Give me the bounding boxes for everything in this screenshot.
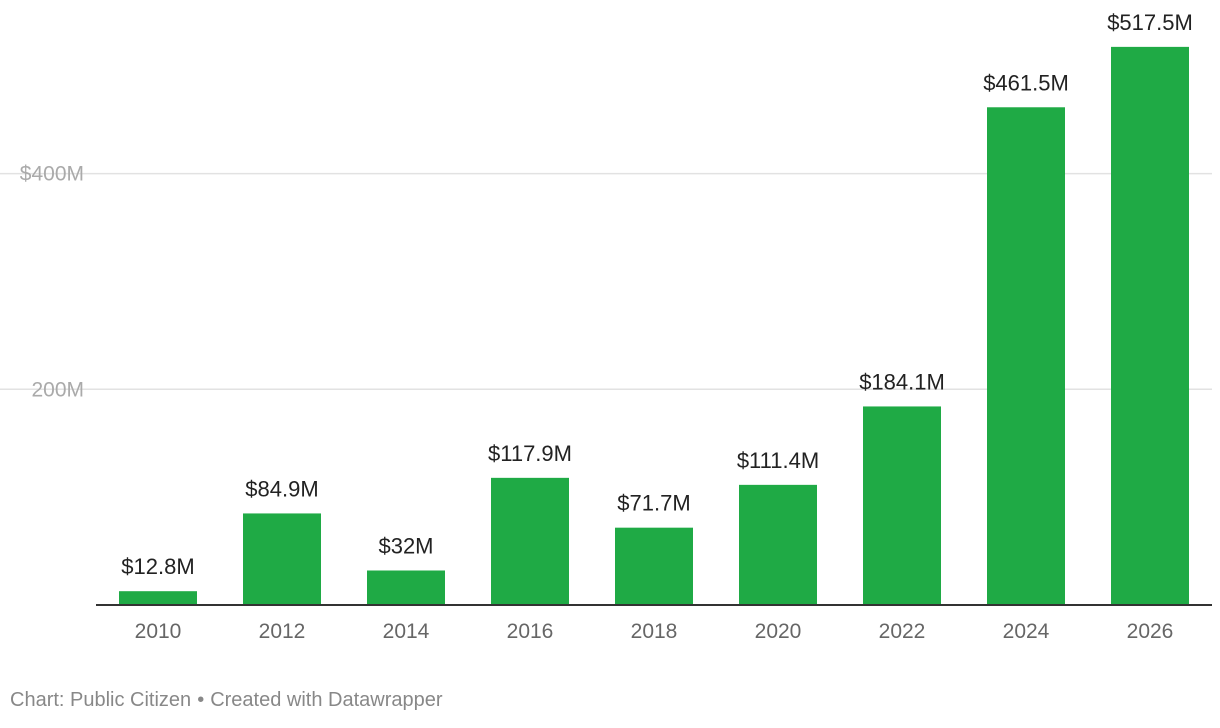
bar-value-label: $71.7M xyxy=(617,491,690,516)
bar-2018 xyxy=(615,527,693,605)
bar-2024 xyxy=(987,107,1065,605)
bar-value-label: $32M xyxy=(378,533,433,558)
bar-value-label: $12.8M xyxy=(121,554,194,579)
bar-2016 xyxy=(491,477,569,605)
x-tick-label: 2020 xyxy=(755,620,802,643)
chart-footer: Chart: Public Citizen • Created with Dataw… xyxy=(10,689,443,712)
bar-2022 xyxy=(863,406,941,605)
y-tick-label: $400M xyxy=(20,163,84,186)
bar-value-label: $111.4M xyxy=(737,448,819,473)
x-tick-label: 2010 xyxy=(135,620,182,643)
y-axis-tick-labels: 200M $400M xyxy=(20,163,84,402)
x-tick-label: 2022 xyxy=(879,620,926,643)
x-tick-label: 2018 xyxy=(631,620,678,643)
bar-2020 xyxy=(739,484,817,605)
y-tick-label: 200M xyxy=(31,378,84,401)
bar-value-labels: $12.8M $84.9M $32M $117.9M $71.7M $111.4M $184… xyxy=(121,10,1193,579)
bar-2026 xyxy=(1111,46,1189,606)
x-tick-label: 2024 xyxy=(1003,620,1050,643)
x-tick-label: 2016 xyxy=(507,620,554,643)
source-note: Chart: Public Citizen xyxy=(10,689,192,711)
bar-2010 xyxy=(119,591,197,605)
footer-separator: • xyxy=(197,689,205,711)
bars xyxy=(119,46,1189,606)
x-axis-tick-labels: 2010 2012 2014 2016 2018 2020 2022 2024 2026 xyxy=(135,620,1174,643)
credit-note: Created with Datawrapper xyxy=(210,689,443,711)
bar-value-label: $84.9M xyxy=(245,476,318,501)
x-tick-label: 2014 xyxy=(383,620,430,643)
bar-2014 xyxy=(367,570,445,605)
bar-value-label: $117.9M xyxy=(488,441,572,466)
x-tick-label: 2026 xyxy=(1127,620,1174,643)
x-tick-label: 2012 xyxy=(259,620,306,643)
bar-chart: 200M$400M $12.8M$84.9M$32M$117.9M$71.7M$… xyxy=(0,10,1212,643)
bar-2012 xyxy=(243,513,321,605)
bar-value-label: $517.5M xyxy=(1107,10,1193,35)
bar-value-label: $461.5M xyxy=(983,70,1069,95)
bar-value-label: $184.1M xyxy=(859,369,945,394)
